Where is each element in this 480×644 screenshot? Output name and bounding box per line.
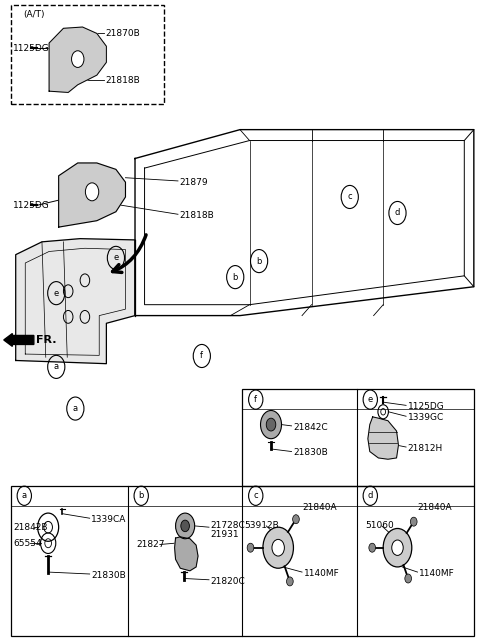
Circle shape bbox=[181, 520, 190, 532]
Text: 1140MF: 1140MF bbox=[419, 569, 455, 578]
Text: 21840A: 21840A bbox=[302, 504, 336, 513]
Text: a: a bbox=[54, 363, 59, 372]
Circle shape bbox=[261, 410, 281, 439]
Text: 21830B: 21830B bbox=[293, 448, 328, 457]
Text: a: a bbox=[22, 491, 27, 500]
Text: 21842B: 21842B bbox=[13, 523, 48, 532]
Text: 21870B: 21870B bbox=[106, 29, 140, 38]
Bar bbox=[242, 390, 474, 486]
Text: FR.: FR. bbox=[36, 335, 56, 345]
Circle shape bbox=[392, 540, 403, 555]
Text: b: b bbox=[232, 272, 238, 281]
Text: 21840A: 21840A bbox=[418, 504, 452, 513]
Text: 21830B: 21830B bbox=[91, 571, 126, 580]
Circle shape bbox=[266, 418, 276, 431]
Circle shape bbox=[72, 51, 84, 68]
Polygon shape bbox=[368, 417, 398, 459]
Text: 21812H: 21812H bbox=[408, 444, 443, 453]
Text: f: f bbox=[254, 395, 257, 404]
Circle shape bbox=[287, 577, 293, 586]
Text: c: c bbox=[253, 491, 258, 500]
Text: 21820C: 21820C bbox=[210, 576, 245, 585]
Text: c: c bbox=[348, 193, 352, 202]
Text: d: d bbox=[368, 491, 373, 500]
Circle shape bbox=[369, 544, 375, 552]
Text: 21827: 21827 bbox=[136, 540, 165, 549]
Text: 1125DG: 1125DG bbox=[13, 201, 50, 210]
Text: 65554: 65554 bbox=[13, 539, 42, 547]
Polygon shape bbox=[16, 239, 135, 364]
Text: 21879: 21879 bbox=[180, 178, 208, 187]
Circle shape bbox=[85, 183, 99, 201]
Text: b: b bbox=[139, 491, 144, 500]
Text: 21931: 21931 bbox=[210, 531, 239, 540]
Text: 21842C: 21842C bbox=[293, 422, 327, 431]
Text: 1339GC: 1339GC bbox=[408, 413, 444, 422]
Circle shape bbox=[176, 513, 195, 539]
FancyArrow shape bbox=[4, 334, 34, 346]
Text: e: e bbox=[54, 289, 59, 298]
Text: 21818B: 21818B bbox=[180, 211, 214, 220]
Text: 1140MF: 1140MF bbox=[303, 569, 339, 578]
Bar bbox=[11, 486, 474, 636]
Circle shape bbox=[293, 515, 300, 524]
Circle shape bbox=[405, 574, 411, 583]
Polygon shape bbox=[49, 27, 107, 93]
Text: 53912B: 53912B bbox=[245, 522, 279, 531]
Text: 21818B: 21818B bbox=[106, 77, 140, 86]
FancyBboxPatch shape bbox=[11, 5, 164, 104]
Circle shape bbox=[263, 527, 293, 568]
Circle shape bbox=[272, 540, 284, 556]
Text: 21728C: 21728C bbox=[210, 521, 245, 530]
Text: e: e bbox=[368, 395, 373, 404]
Text: 51060: 51060 bbox=[365, 522, 394, 531]
Text: e: e bbox=[113, 253, 119, 262]
Text: f: f bbox=[200, 352, 204, 361]
Polygon shape bbox=[175, 537, 198, 571]
Text: (A/T): (A/T) bbox=[23, 10, 44, 19]
Text: d: d bbox=[395, 209, 400, 218]
Circle shape bbox=[383, 529, 412, 567]
Text: b: b bbox=[256, 256, 262, 265]
Circle shape bbox=[247, 544, 254, 552]
Text: 1125DG: 1125DG bbox=[13, 44, 50, 53]
Polygon shape bbox=[59, 163, 125, 227]
Text: a: a bbox=[73, 404, 78, 413]
Text: 1125DG: 1125DG bbox=[408, 402, 444, 411]
Text: 1339CA: 1339CA bbox=[91, 515, 127, 524]
Circle shape bbox=[410, 517, 417, 526]
